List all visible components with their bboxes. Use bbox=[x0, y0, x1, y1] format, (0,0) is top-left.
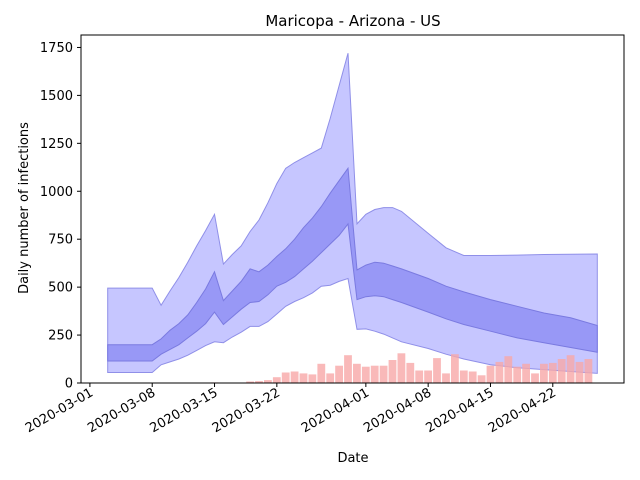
daily-infection-bar bbox=[415, 370, 424, 383]
daily-infection-bar bbox=[361, 366, 370, 383]
daily-infection-bar bbox=[548, 362, 557, 383]
daily-infection-bar bbox=[451, 354, 459, 383]
daily-infection-bar bbox=[299, 373, 308, 383]
daily-infection-bar bbox=[379, 365, 388, 383]
daily-infection-bar bbox=[272, 377, 281, 383]
daily-infection-bar bbox=[477, 375, 486, 383]
y-tick-label: 750 bbox=[48, 233, 73, 248]
daily-infection-bar bbox=[308, 374, 317, 383]
inner-confidence-band bbox=[107, 166, 598, 362]
daily-infection-bar bbox=[246, 381, 254, 383]
daily-infection-bar bbox=[388, 360, 397, 383]
daily-infection-bar bbox=[486, 365, 495, 383]
daily-infection-bar bbox=[264, 380, 272, 383]
daily-infection-bar bbox=[255, 381, 263, 383]
y-tick-label: 1750 bbox=[40, 41, 73, 56]
daily-infection-bar bbox=[326, 373, 335, 383]
daily-infection-bar bbox=[566, 355, 575, 383]
daily-infection-bar bbox=[335, 365, 343, 383]
daily-infection-bar bbox=[344, 355, 352, 383]
daily-infection-bar bbox=[424, 370, 432, 383]
daily-infection-bar bbox=[531, 373, 539, 383]
daily-infection-bar bbox=[513, 366, 522, 383]
daily-infection-bar bbox=[540, 363, 548, 383]
axes-frame bbox=[80, 34, 625, 384]
daily-infection-bar bbox=[504, 356, 513, 383]
daily-infection-bar bbox=[317, 363, 326, 383]
daily-infection-bar bbox=[495, 361, 504, 383]
x-axis-label: Date bbox=[337, 451, 368, 466]
y-axis-label: Daily number of infections bbox=[17, 122, 32, 294]
daily-infection-bar bbox=[353, 363, 361, 383]
y-tick-label: 1000 bbox=[40, 185, 73, 200]
y-tick-label: 0 bbox=[65, 377, 73, 392]
daily-infection-bar bbox=[584, 359, 593, 383]
daily-infection-bar bbox=[290, 371, 299, 383]
chart-title: Maricopa - Arizona - US bbox=[265, 12, 440, 30]
daily-infection-bar bbox=[442, 373, 450, 383]
daily-infection-bar bbox=[433, 358, 441, 383]
daily-infection-bar bbox=[406, 362, 415, 383]
daily-infection-bar bbox=[575, 361, 584, 383]
daily-infection-bar bbox=[557, 359, 566, 383]
plot-area bbox=[107, 53, 598, 383]
y-tick-label: 500 bbox=[48, 281, 73, 296]
y-tick-label: 250 bbox=[48, 329, 73, 344]
y-tick-label: 1500 bbox=[40, 89, 73, 104]
daily-infection-bar bbox=[397, 353, 406, 383]
daily-infection-bar bbox=[370, 365, 379, 383]
y-tick-label: 1250 bbox=[40, 137, 73, 152]
daily-infection-bar bbox=[468, 371, 477, 383]
daily-infection-bar bbox=[281, 372, 290, 383]
daily-infection-bar bbox=[459, 370, 468, 383]
daily-infection-bar bbox=[522, 363, 530, 383]
